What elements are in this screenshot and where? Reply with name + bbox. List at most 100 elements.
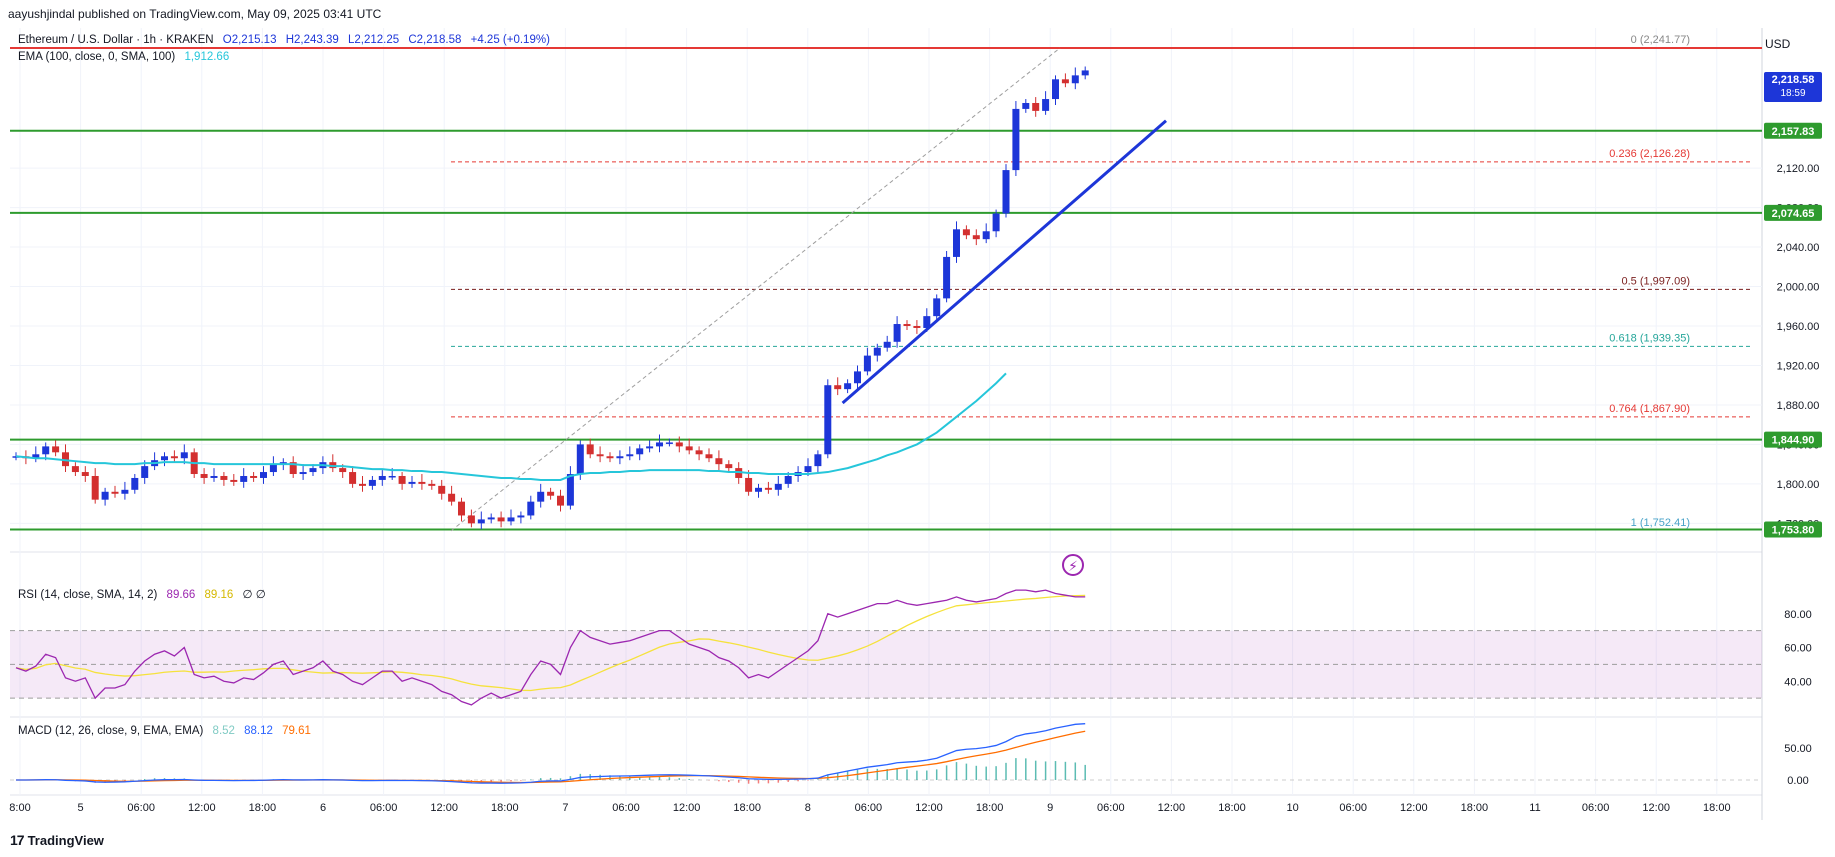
macd-legend[interactable]: MACD (12, 26, close, 9, EMA, EMA) 8.52 8… <box>18 725 317 737</box>
candle-body <box>596 454 604 457</box>
time-tick-label: 12:00 <box>1400 802 1428 814</box>
candle-body <box>359 483 366 486</box>
candle-body <box>547 491 555 496</box>
price-level-tag-label: 1,844.90 <box>1772 435 1815 447</box>
candle-body <box>1032 102 1040 111</box>
candle-body <box>636 448 644 455</box>
candle-body <box>725 464 733 469</box>
price-level-tag-label: 2,074.65 <box>1772 208 1815 220</box>
candle-body <box>467 515 475 524</box>
candle-body <box>903 324 911 327</box>
candle-body <box>448 493 456 502</box>
candle-body <box>42 446 50 455</box>
candle-body <box>923 316 931 328</box>
candle-body <box>141 466 149 478</box>
rsi-ma-line <box>15 594 1086 692</box>
candle-body <box>180 452 188 459</box>
rsi-ma-value: 89.16 <box>204 589 234 601</box>
price-level-tag-label: 1,753.80 <box>1772 524 1815 536</box>
tradingview-mark-icon: 17 <box>10 832 25 848</box>
candle-body <box>863 355 871 372</box>
time-tick-label: 11 <box>1529 802 1540 814</box>
time-tick-label: 9 <box>1047 802 1053 814</box>
candle-body <box>1042 99 1050 111</box>
candle-body <box>873 347 881 356</box>
candle-body <box>428 483 436 486</box>
candle-body <box>388 475 396 478</box>
candle-body <box>804 466 812 473</box>
rsi-legend[interactable]: RSI (14, close, SMA, 14, 2) 89.66 89.16 … <box>18 587 272 601</box>
time-tick-label: 06:00 <box>127 802 155 814</box>
candle-body <box>250 475 258 478</box>
candle-body <box>527 501 535 516</box>
candle-body <box>537 491 545 502</box>
candle-body <box>695 450 703 455</box>
price-tick-label: 1,800.00 <box>1777 479 1820 491</box>
current-price: 2,218.58 <box>1771 74 1815 86</box>
candle-body <box>269 464 277 473</box>
candle-body <box>339 468 347 473</box>
candle-body <box>557 495 564 506</box>
candle-body <box>616 456 624 459</box>
ema-label: EMA (100, close, 0, SMA, 100) <box>18 51 176 63</box>
candle-body <box>81 472 89 476</box>
candle-body <box>576 444 584 475</box>
ohlc-close: C2,218.58 <box>408 34 462 46</box>
time-tick-label: 8:00 <box>9 802 30 814</box>
time-tick-label: 18:00 <box>249 802 277 814</box>
candle-body <box>913 326 921 328</box>
time-tick-label: 18:00 <box>1218 802 1246 814</box>
candle-body <box>665 442 673 444</box>
candle-body <box>893 324 901 342</box>
candle-body <box>32 454 40 459</box>
candle-body <box>230 479 238 482</box>
price-tick-label: 2,120.00 <box>1777 163 1820 175</box>
candle-body <box>408 481 416 484</box>
candle-body <box>933 298 941 317</box>
lightning-icon[interactable]: ⚡ <box>1062 554 1084 576</box>
candle-body <box>992 213 1000 232</box>
ema-line <box>15 372 1007 481</box>
fib-level-label: 0.764 (1,867.90) <box>1609 403 1690 415</box>
time-tick-label: 18:00 <box>976 802 1004 814</box>
macd-tick-label: 0.00 <box>1787 775 1808 787</box>
candle-body <box>210 475 218 478</box>
candle-body <box>962 229 970 236</box>
macd-tick-label: 50.00 <box>1784 743 1812 755</box>
ohlc-change: +4.25 (+0.19%) <box>470 34 550 46</box>
candle-body <box>161 456 168 461</box>
candle-body <box>1052 79 1059 100</box>
ema-legend[interactable]: EMA (100, close, 0, SMA, 100) 1,912.66 <box>18 51 235 63</box>
candle-body <box>883 341 891 348</box>
rsi-value: 89.66 <box>166 589 196 601</box>
candle-body <box>200 474 208 478</box>
candle-body <box>71 466 79 473</box>
currency-label[interactable]: USD <box>1765 37 1791 51</box>
time-tick-label: 8 <box>805 802 811 814</box>
candle-body <box>784 475 792 484</box>
candle-body <box>299 472 307 475</box>
tradingview-logo[interactable]: 17 TradingView <box>10 832 104 848</box>
price-tick-label: 2,000.00 <box>1777 282 1820 294</box>
macd-label: MACD (12, 26, close, 9, EMA, EMA) <box>18 725 204 737</box>
time-tick-label: 5 <box>78 802 84 814</box>
candle-body <box>309 468 317 473</box>
time-tick-label: 12:00 <box>1642 802 1670 814</box>
candle-body <box>1022 102 1030 109</box>
candle-body <box>755 487 762 492</box>
candle-body <box>1002 170 1010 214</box>
rsi-extra: ∅ ∅ <box>242 589 266 601</box>
time-tick-label: 12:00 <box>1158 802 1186 814</box>
time-tick-label: 12:00 <box>915 802 943 814</box>
fib-level-label: 0 (2,241.77) <box>1631 34 1690 46</box>
candle-body <box>507 517 515 522</box>
symbol-legend[interactable]: Ethereum / U.S. Dollar · 1h · KRAKEN O2,… <box>18 34 556 46</box>
candle-body <box>438 485 446 494</box>
candle-body <box>240 475 248 482</box>
brand-name: TradingView <box>27 832 104 848</box>
time-tick-label: 18:00 <box>1461 802 1489 814</box>
candle-body <box>953 229 960 257</box>
candle-body <box>131 477 139 490</box>
candle-body <box>458 501 465 516</box>
